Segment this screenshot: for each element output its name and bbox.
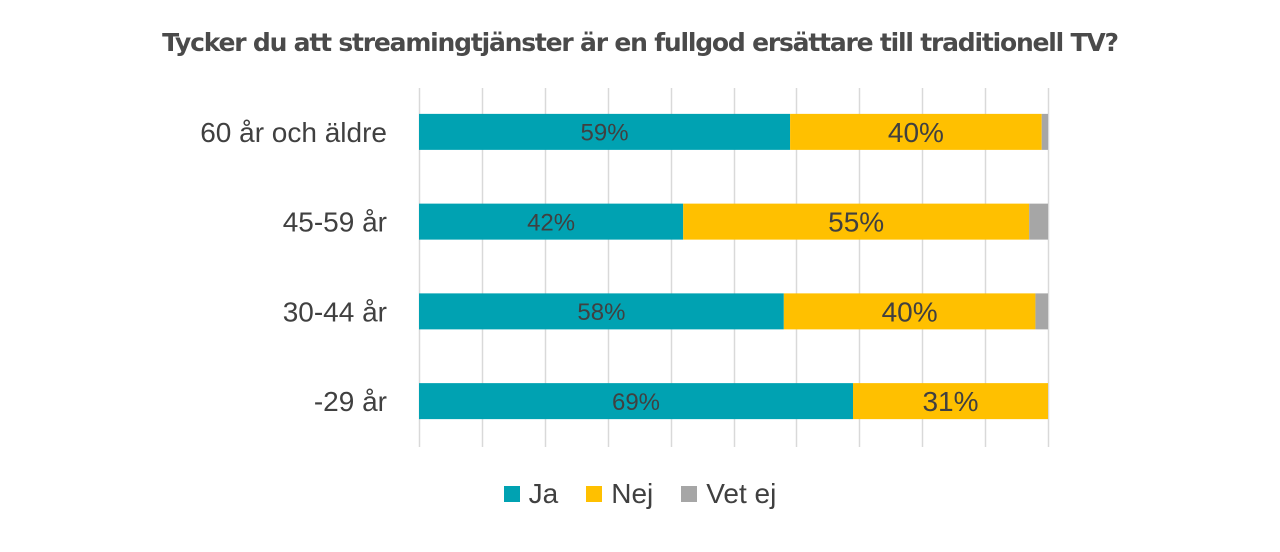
bar-vet-ej xyxy=(1041,113,1048,150)
category-label: 45-59 år xyxy=(283,207,387,238)
data-label: 69% xyxy=(612,389,660,416)
bar-nej xyxy=(853,383,1048,420)
legend: Ja Nej Vet ej xyxy=(0,478,1280,510)
legend-item-vet-ej: Vet ej xyxy=(681,478,776,510)
bar-ja xyxy=(419,293,784,330)
legend-label-nej: Nej xyxy=(611,478,654,509)
data-label: 59% xyxy=(581,120,629,147)
bar-ja xyxy=(419,383,854,420)
legend-label-vet-ej: Vet ej xyxy=(706,478,777,509)
bar-vet-ej xyxy=(1035,293,1048,330)
data-label: 42% xyxy=(527,209,575,236)
data-label: 40% xyxy=(882,296,938,327)
legend-item-ja: Ja xyxy=(503,478,559,510)
bar-labels: 59% 40% 42% 55% 58% 40% 69% 31% xyxy=(527,117,978,417)
bars xyxy=(419,113,1048,420)
data-label: 55% xyxy=(828,207,884,238)
category-label: 30-44 år xyxy=(283,296,387,327)
bar-ja xyxy=(419,203,684,240)
chart-title: Tycker du att streamingtjänster är en fu… xyxy=(162,28,1119,57)
bar-nej xyxy=(783,293,1036,330)
legend-item-nej: Nej xyxy=(586,478,653,510)
category-labels: 60 år och äldre 45-59 år 30-44 år -29 år xyxy=(200,117,387,417)
category-label: -29 år xyxy=(314,386,387,417)
data-label: 40% xyxy=(888,117,944,148)
legend-swatch-nej xyxy=(586,486,603,502)
data-label: 58% xyxy=(577,299,625,326)
bar-nej xyxy=(683,203,1030,240)
legend-swatch-vet-ej xyxy=(681,486,698,502)
data-label: 31% xyxy=(922,386,978,417)
legend-swatch-ja xyxy=(503,486,520,502)
legend-label-ja: Ja xyxy=(528,478,559,509)
stacked-bar-chart: 60 år och äldre 45-59 år 30-44 år -29 år 59… xyxy=(200,88,1050,447)
category-label: 60 år och äldre xyxy=(200,117,387,148)
bar-vet-ej xyxy=(1029,203,1048,240)
bar-ja xyxy=(419,113,791,150)
bar-nej xyxy=(790,113,1042,150)
